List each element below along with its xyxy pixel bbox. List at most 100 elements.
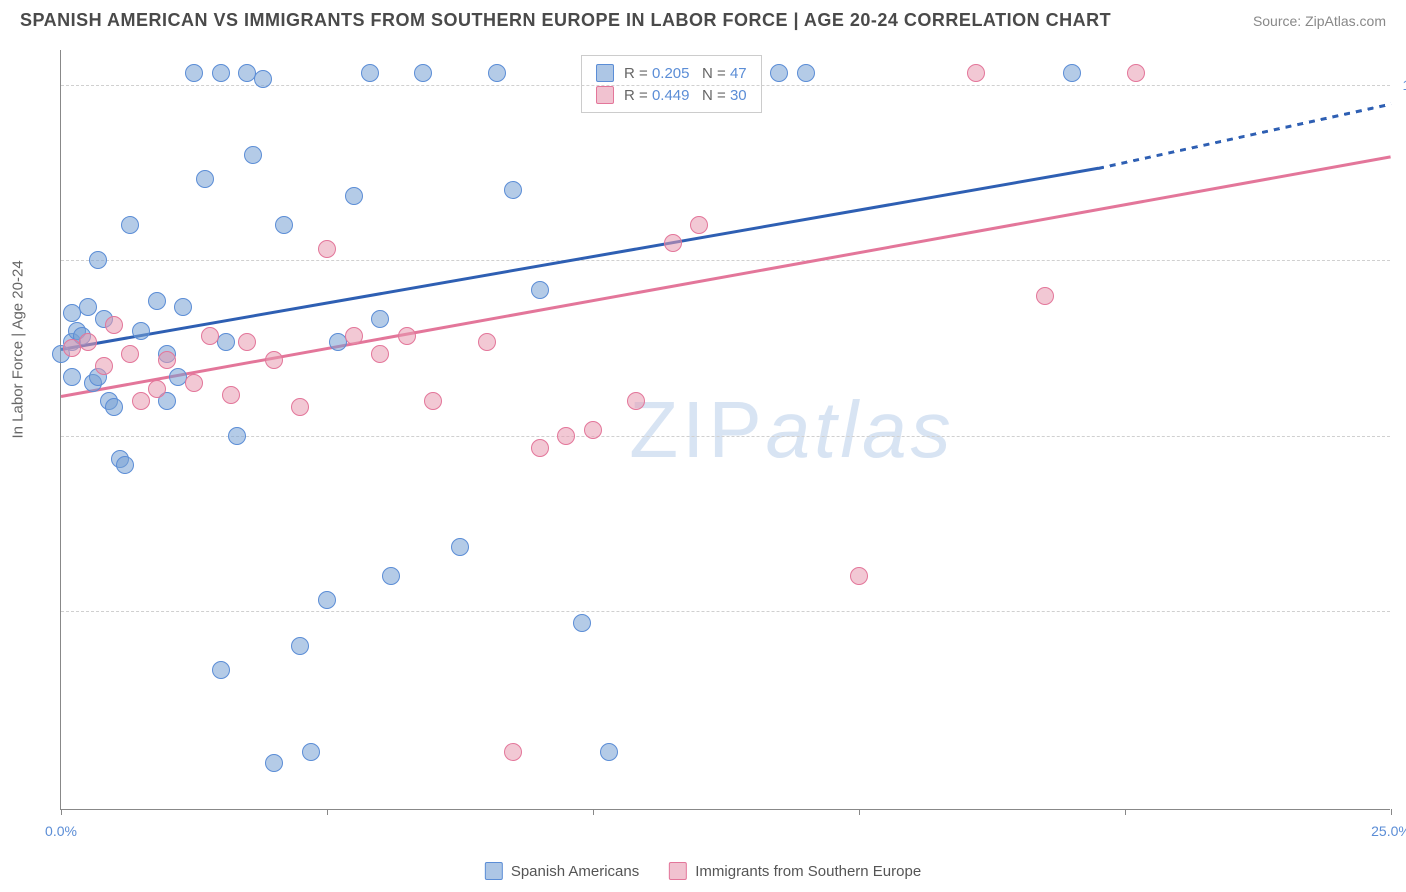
scatter-point [132, 392, 150, 410]
chart-title: SPANISH AMERICAN VS IMMIGRANTS FROM SOUT… [20, 10, 1111, 31]
scatter-point [238, 333, 256, 351]
scatter-point [1127, 64, 1145, 82]
scatter-point [531, 439, 549, 457]
scatter-point [148, 292, 166, 310]
scatter-point [228, 427, 246, 445]
scatter-point [557, 427, 575, 445]
scatter-point [1063, 64, 1081, 82]
x-tick [593, 809, 594, 815]
legend-swatch-icon [596, 86, 614, 104]
scatter-point [275, 216, 293, 234]
x-tick [1391, 809, 1392, 815]
y-tick-label: 100.0% [1395, 77, 1406, 93]
scatter-point [185, 64, 203, 82]
scatter-point [217, 333, 235, 351]
scatter-point [196, 170, 214, 188]
scatter-point [318, 591, 336, 609]
watermark: ZIPatlas [629, 384, 954, 476]
scatter-point [345, 327, 363, 345]
scatter-point [116, 456, 134, 474]
scatter-point [488, 64, 506, 82]
scatter-point [690, 216, 708, 234]
scatter-point [265, 351, 283, 369]
gridline [61, 611, 1390, 612]
legend-series-label: Spanish Americans [511, 863, 639, 880]
legend-series-item: Spanish Americans [485, 862, 639, 880]
scatter-point [371, 345, 389, 363]
trend-line [61, 167, 1099, 351]
x-tick-label: 25.0% [1371, 823, 1406, 839]
scatter-point [797, 64, 815, 82]
scatter-point [201, 327, 219, 345]
chart-header: SPANISH AMERICAN VS IMMIGRANTS FROM SOUT… [0, 0, 1406, 36]
trend-line [1098, 103, 1391, 170]
scatter-point [414, 64, 432, 82]
scatter-point [478, 333, 496, 351]
scatter-point [371, 310, 389, 328]
correlation-legend: R = 0.205 N = 47R = 0.449 N = 30 [581, 55, 762, 113]
scatter-point [361, 64, 379, 82]
scatter-point [967, 64, 985, 82]
legend-series-label: Immigrants from Southern Europe [695, 863, 921, 880]
scatter-point [382, 567, 400, 585]
scatter-point [222, 386, 240, 404]
scatter-point [244, 146, 262, 164]
scatter-point [398, 327, 416, 345]
scatter-point [345, 187, 363, 205]
x-tick [61, 809, 62, 815]
legend-correlation-row: R = 0.205 N = 47 [596, 62, 747, 84]
source-label: Source: ZipAtlas.com [1253, 13, 1386, 29]
scatter-point [504, 743, 522, 761]
scatter-point [770, 64, 788, 82]
scatter-point [63, 368, 81, 386]
scatter-point [79, 298, 97, 316]
scatter-point [254, 70, 272, 88]
scatter-point [302, 743, 320, 761]
legend-correlation-row: R = 0.449 N = 30 [596, 84, 747, 106]
scatter-point [158, 351, 176, 369]
scatter-point [664, 234, 682, 252]
y-tick-label: 70.0% [1395, 428, 1406, 444]
y-tick-label: 55.0% [1395, 603, 1406, 619]
scatter-point [627, 392, 645, 410]
scatter-point [600, 743, 618, 761]
scatter-point [174, 298, 192, 316]
scatter-point [212, 64, 230, 82]
scatter-point [1036, 287, 1054, 305]
chart-plot-area: ZIPatlas R = 0.205 N = 47R = 0.449 N = 3… [60, 50, 1390, 810]
scatter-point [121, 216, 139, 234]
scatter-point [185, 374, 203, 392]
legend-swatch-icon [485, 862, 503, 880]
x-tick [1125, 809, 1126, 815]
scatter-point [584, 421, 602, 439]
scatter-point [148, 380, 166, 398]
scatter-point [291, 398, 309, 416]
scatter-point [291, 637, 309, 655]
scatter-point [504, 181, 522, 199]
x-tick [327, 809, 328, 815]
scatter-point [424, 392, 442, 410]
scatter-point [89, 251, 107, 269]
scatter-point [265, 754, 283, 772]
series-legend: Spanish Americans Immigrants from Souther… [485, 862, 921, 880]
scatter-point [132, 322, 150, 340]
scatter-point [318, 240, 336, 258]
scatter-point [79, 333, 97, 351]
scatter-point [95, 357, 113, 375]
scatter-point [105, 398, 123, 416]
gridline [61, 436, 1390, 437]
trend-line [61, 155, 1392, 398]
y-axis-title: In Labor Force | Age 20-24 [10, 260, 27, 438]
scatter-point [451, 538, 469, 556]
scatter-point [850, 567, 868, 585]
scatter-point [121, 345, 139, 363]
x-tick-label: 0.0% [45, 823, 77, 839]
y-tick-label: 85.0% [1395, 252, 1406, 268]
scatter-point [105, 316, 123, 334]
legend-series-item: Immigrants from Southern Europe [669, 862, 921, 880]
scatter-point [212, 661, 230, 679]
scatter-point [531, 281, 549, 299]
legend-swatch-icon [596, 64, 614, 82]
gridline [61, 260, 1390, 261]
x-tick [859, 809, 860, 815]
